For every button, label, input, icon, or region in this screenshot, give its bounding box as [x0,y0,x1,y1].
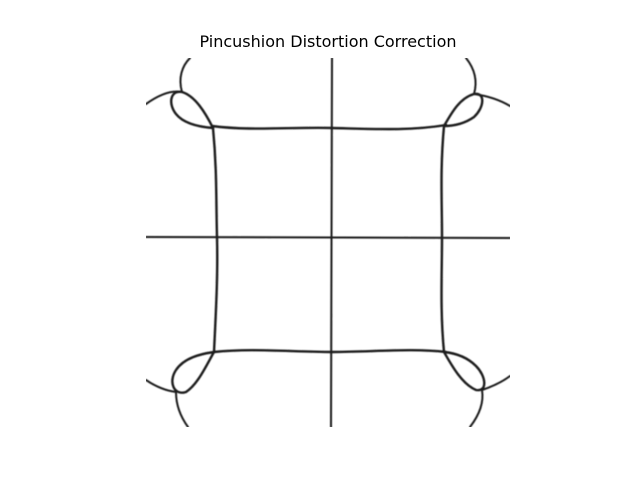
outer-arc-bottom-right-vertical [469,389,484,427]
corner-loop-top-right [442,92,484,128]
grid-top-edge [210,123,448,131]
grid-bottom-edge [212,349,448,354]
center-horizontal-line [146,236,510,239]
outer-arc-bottom-left-horizontal [146,379,177,393]
outer-arc-top-left-horizontal [146,90,183,105]
outer-arc-bottom-right-horizontal [481,375,510,391]
outer-arc-bottom-left-vertical [175,391,189,427]
corner-loop-bottom-right [442,350,486,392]
outer-arc-top-left-vertical [179,58,191,93]
figure-title: Pincushion Distortion Correction [199,32,457,51]
center-vertical-line [330,58,333,427]
corner-loop-bottom-left [171,350,216,394]
grid-left-edge [211,126,219,354]
grid-right-edge [440,124,446,354]
corner-loop-top-left [170,90,215,130]
outer-arc-top-right-vertical [465,58,477,95]
outer-arc-top-right-horizontal [473,93,510,107]
